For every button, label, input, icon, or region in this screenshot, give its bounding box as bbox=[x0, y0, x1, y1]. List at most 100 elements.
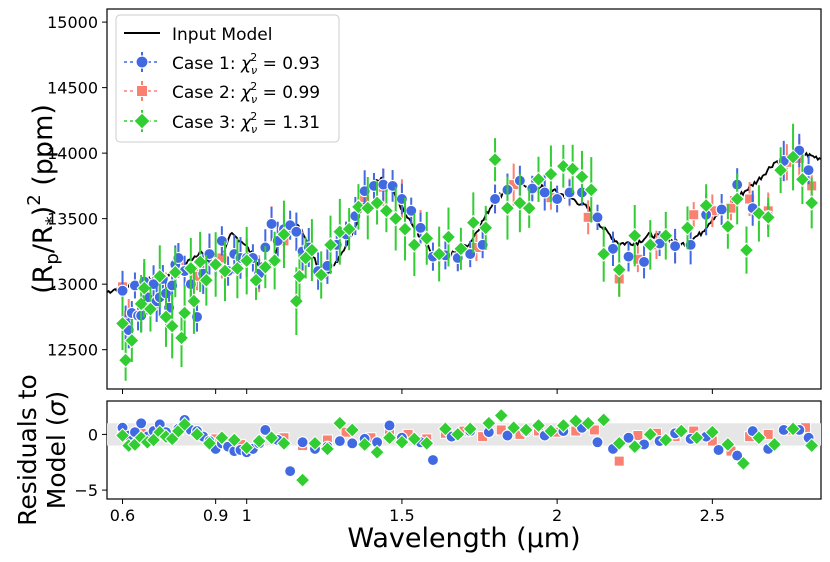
data-point bbox=[248, 272, 264, 288]
data-point bbox=[158, 309, 174, 325]
legend-label-case-1: Case 1: χν2 = 0.93 bbox=[172, 51, 320, 77]
residual-point bbox=[344, 422, 360, 438]
residual-point bbox=[307, 435, 323, 452]
spectrum-panel: 12500 13000 13500 14000 14500 15000 (Rp/R*)2 … bbox=[24, 8, 822, 394]
residual-point bbox=[381, 430, 398, 446]
data-point bbox=[521, 200, 537, 216]
data-point bbox=[265, 217, 278, 230]
residual-point bbox=[383, 419, 396, 432]
residuals-x-tick-label: 1.5 bbox=[389, 506, 414, 525]
data-point bbox=[627, 227, 643, 244]
data-point bbox=[658, 227, 674, 244]
data-point bbox=[142, 301, 159, 317]
data-point bbox=[167, 264, 184, 281]
residual-point bbox=[201, 435, 218, 452]
legend-box bbox=[115, 14, 340, 143]
residual-point bbox=[785, 421, 801, 437]
data-point bbox=[564, 161, 581, 177]
residuals-y-axis-label: Residuals toModel (σ) bbox=[13, 374, 71, 526]
data-point bbox=[574, 169, 590, 185]
data-point bbox=[313, 267, 329, 283]
x-axis-label: Wavelength (µm) bbox=[347, 523, 580, 554]
residual-point bbox=[530, 417, 547, 434]
data-point bbox=[803, 195, 820, 211]
data-point bbox=[487, 151, 503, 168]
residual-point bbox=[214, 430, 230, 446]
data-point bbox=[217, 263, 233, 279]
legend: Input Model Case 1: χν2 = 0.93 Case 2: χ… bbox=[115, 14, 340, 143]
data-point bbox=[290, 225, 303, 238]
data-point bbox=[116, 284, 129, 297]
residual-point bbox=[251, 433, 267, 449]
series-case-3 bbox=[114, 123, 820, 381]
residual-point bbox=[568, 413, 584, 429]
residual-point bbox=[803, 437, 820, 454]
spectrum-y-axis-label: (Rp/R*)2 (ppm) bbox=[24, 104, 63, 294]
data-point bbox=[720, 218, 736, 235]
data-point bbox=[198, 272, 215, 288]
residual-point bbox=[176, 416, 193, 433]
data-point bbox=[176, 305, 193, 321]
data-point bbox=[288, 293, 305, 309]
spectrum-y-ticks: 12500 13000 13500 14000 14500 15000 bbox=[47, 13, 107, 360]
data-point bbox=[152, 268, 168, 285]
residual-point bbox=[394, 434, 410, 450]
residual-point bbox=[543, 423, 559, 439]
residuals-x-tick-label: 1 bbox=[242, 506, 252, 525]
data-point bbox=[341, 221, 357, 237]
data-point bbox=[679, 220, 696, 236]
residual-point bbox=[766, 436, 783, 453]
legend-marker-case-2 bbox=[124, 81, 160, 101]
residual-point bbox=[114, 427, 131, 444]
data-point bbox=[583, 182, 599, 198]
residual-point bbox=[369, 444, 385, 460]
residual-point bbox=[580, 415, 596, 431]
data-point bbox=[114, 315, 131, 332]
residuals-x-tick-label: 2 bbox=[552, 506, 562, 525]
residuals-y-ticks: −5 0 bbox=[74, 425, 107, 500]
data-point bbox=[378, 203, 395, 219]
residual-point bbox=[493, 407, 509, 424]
residual-point bbox=[294, 472, 311, 488]
legend-marker-case-1 bbox=[124, 52, 160, 72]
residual-point bbox=[704, 424, 721, 440]
data-point bbox=[136, 280, 152, 296]
residual-point bbox=[238, 440, 255, 456]
residual-point bbox=[333, 435, 346, 448]
data-point bbox=[772, 162, 789, 178]
series-case-1 bbox=[116, 133, 815, 349]
spectrum-y-tick-label: 14000 bbox=[47, 144, 98, 163]
data-point bbox=[406, 237, 423, 253]
residual-point bbox=[627, 438, 643, 455]
data-point bbox=[715, 203, 728, 216]
legend-label-case-2: Case 2: χν2 = 0.99 bbox=[172, 80, 320, 106]
residuals-y-tick-label: 0 bbox=[88, 425, 98, 444]
data-point bbox=[192, 254, 208, 270]
data-point bbox=[738, 242, 755, 258]
spectrum-y-tick-label: 14500 bbox=[47, 79, 98, 98]
residual-point bbox=[712, 443, 725, 457]
residual-point bbox=[595, 412, 612, 428]
data-point bbox=[595, 246, 612, 262]
residual-point bbox=[501, 429, 514, 442]
residual-point bbox=[437, 421, 454, 437]
residual-point bbox=[731, 449, 744, 462]
data-point bbox=[688, 209, 700, 221]
data-point bbox=[611, 262, 627, 278]
residual-point bbox=[284, 465, 297, 478]
residual-point bbox=[588, 424, 600, 436]
data-point bbox=[785, 149, 801, 165]
data-point bbox=[117, 352, 134, 368]
data-point bbox=[669, 240, 682, 253]
data-point bbox=[164, 318, 180, 334]
data-point bbox=[291, 268, 308, 285]
data-point bbox=[760, 209, 776, 226]
legend-label-case-3: Case 3: χν2 = 1.31 bbox=[172, 110, 320, 136]
data-point bbox=[499, 200, 516, 216]
data-point bbox=[465, 214, 482, 231]
legend-marker-case-3 bbox=[124, 110, 160, 132]
residual-point bbox=[518, 422, 534, 438]
data-point bbox=[551, 192, 564, 206]
data-point bbox=[207, 256, 224, 273]
